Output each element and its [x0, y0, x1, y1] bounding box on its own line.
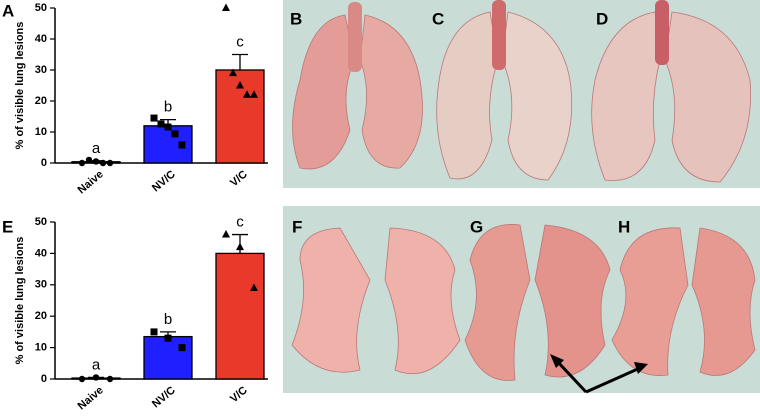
data-point [92, 374, 100, 381]
x-tick-label: Naive [76, 168, 106, 196]
photo-label: D [596, 9, 608, 28]
data-point [157, 120, 165, 128]
significance-letter: b [164, 311, 172, 328]
lung-lobe [436, 11, 499, 180]
significance-letter: b [164, 99, 172, 116]
data-point [92, 158, 100, 165]
y-tick-label: 10 [35, 342, 47, 354]
photos [283, 0, 760, 394]
y-tick-label: 50 [35, 216, 47, 228]
bar [143, 335, 193, 380]
trachea [492, 0, 506, 70]
data-point [222, 3, 230, 11]
x-tick-label: NV/C [150, 168, 178, 194]
lung-lobe [611, 227, 689, 376]
lung-lobe [291, 227, 371, 373]
lung-lobe [534, 224, 611, 378]
data-point [85, 156, 93, 164]
panel-label: A [2, 1, 14, 20]
y-tick-label: 20 [35, 310, 47, 322]
data-point [178, 344, 186, 352]
data-point [243, 90, 251, 98]
significance-letter: a [92, 356, 101, 373]
y-axis-label: % of visible lung lesions [14, 237, 26, 365]
photo-label: C [432, 9, 444, 28]
lung-lobe [292, 14, 356, 170]
data-point [236, 81, 244, 89]
y-tick-label: 40 [35, 33, 47, 45]
arrows [550, 354, 648, 394]
y-tick-label: 40 [35, 247, 47, 259]
data-point [150, 114, 158, 122]
data-point [178, 141, 186, 149]
lung-lobe [384, 227, 461, 374]
y-tick-label: 0 [41, 157, 47, 169]
y-tick-label: 10 [35, 126, 47, 138]
y-axis-label: % of visible lung lesions [14, 22, 26, 150]
photo-label: F [292, 217, 302, 236]
lung-lobe [591, 11, 661, 181]
y-tick-label: 30 [35, 64, 47, 76]
bar [215, 252, 265, 380]
y-tick-label: 50 [35, 2, 47, 14]
lung-lobe [464, 224, 531, 381]
data-point [99, 159, 107, 167]
data-point [229, 68, 237, 77]
y-tick-label: 0 [41, 373, 47, 385]
significance-letter: c [236, 33, 244, 50]
data-point [78, 159, 86, 167]
y-tick-label: 30 [35, 279, 47, 291]
data-point [171, 130, 179, 138]
data-point [78, 375, 86, 383]
lung-lobe [691, 227, 756, 376]
lung-lobe [501, 11, 573, 181]
data-point [106, 159, 114, 167]
trachea [655, 0, 669, 65]
data-point [164, 334, 172, 342]
x-tick-label: V/C [228, 168, 250, 189]
data-point [236, 242, 244, 251]
data-point [150, 328, 158, 336]
significance-letter: c [236, 214, 244, 231]
error-bar [232, 53, 248, 70]
photo-label: G [470, 217, 483, 236]
significance-letter: a [92, 140, 101, 157]
panel-label: E [2, 217, 13, 236]
data-point [164, 123, 172, 131]
photo-label: H [618, 217, 630, 236]
photo-label: B [290, 9, 302, 28]
trachea [348, 2, 362, 72]
data-point [250, 283, 258, 291]
x-tick-label: NV/C [150, 384, 178, 410]
data-point [250, 90, 258, 98]
y-tick-label: 20 [35, 95, 47, 107]
data-point [222, 230, 230, 238]
x-tick-label: Naive [76, 384, 106, 412]
data-point [106, 375, 114, 383]
lung-lobe [359, 14, 423, 169]
x-tick-label: V/C [228, 384, 250, 405]
lung-lobe [664, 11, 751, 183]
